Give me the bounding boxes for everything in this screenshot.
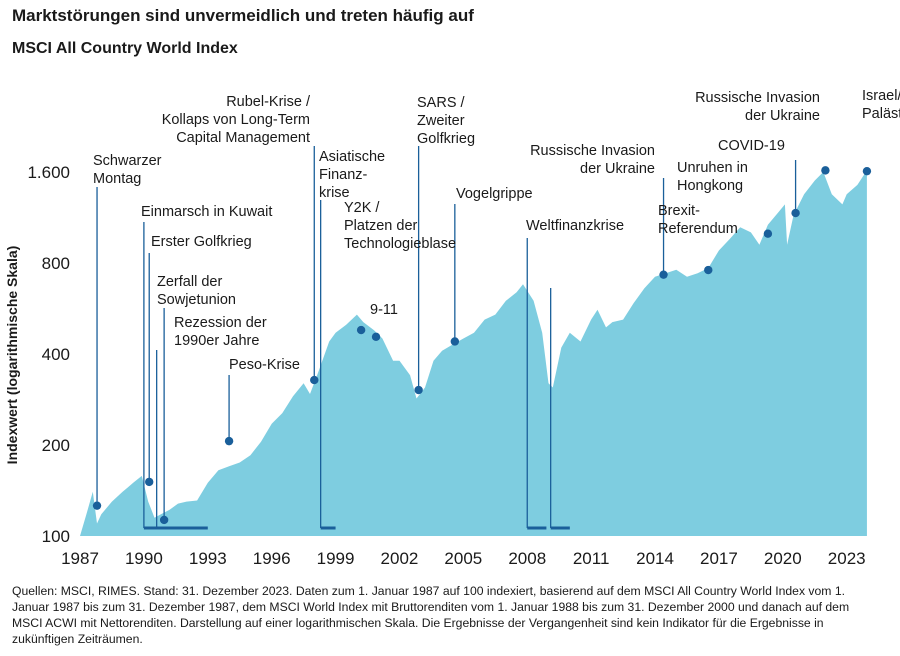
event-label: SARS / Zweiter Golfkrieg <box>417 95 475 147</box>
x-tick-label: 2014 <box>636 549 674 568</box>
event-marker-dot <box>450 337 460 346</box>
event-marker-dot <box>371 332 381 341</box>
event-marker-dot <box>159 515 169 525</box>
event-marker-dot <box>862 166 872 176</box>
index-area <box>80 170 867 536</box>
x-tick-label: 1987 <box>61 549 99 568</box>
event-label: Rezession der 1990er Jahre <box>174 315 267 349</box>
x-tick-label: 2023 <box>828 549 866 568</box>
event-marker-dot <box>659 270 668 279</box>
event-label: Y2K / Platzen der Technologieblase <box>344 200 456 252</box>
y-tick-label: 200 <box>42 436 70 455</box>
event-marker-dot <box>791 208 800 218</box>
x-tick-label: 2008 <box>508 549 546 568</box>
x-tick-label: 1996 <box>253 549 291 568</box>
x-tick-label: 2005 <box>444 549 482 568</box>
event-label: Asiatische Finanz-krise <box>319 149 385 201</box>
event-label: Schwarzer Montag <box>93 153 162 187</box>
y-tick-label: 1.600 <box>27 163 70 182</box>
event-label: Weltfinanzkrise <box>526 218 624 234</box>
x-tick-label: 2020 <box>764 549 802 568</box>
event-marker-dot <box>92 501 102 510</box>
x-tick-label: 1999 <box>317 549 355 568</box>
event-marker-dot <box>704 265 713 275</box>
event-marker-dot <box>763 229 773 238</box>
y-tick-label: 800 <box>42 254 70 273</box>
y-axis-label: Indexwert (logarithmische Skala) <box>4 246 20 465</box>
event-label: Russische Invasion der Ukraine <box>530 143 655 177</box>
event-marker-dot <box>414 385 423 395</box>
chart-subtitle: MSCI All Country World Index <box>12 40 238 57</box>
chart-title: Marktstörungen sind unvermeidlich und tr… <box>12 6 474 25</box>
event-label: Zerfall der Sowjetunion <box>157 274 236 308</box>
event-label: COVID-19 <box>718 138 785 154</box>
event-marker-dot <box>224 436 234 446</box>
event-label: Unruhen in Hongkong <box>677 160 748 194</box>
event-marker-dot <box>821 166 830 175</box>
event-marker-dot <box>310 375 319 385</box>
y-tick-label: 400 <box>42 345 70 364</box>
x-tick-label: 2017 <box>700 549 738 568</box>
source-footnote: Quellen: MSCI, RIMES. Stand: 31. Dezembe… <box>12 584 850 646</box>
x-tick-label: 2002 <box>381 549 419 568</box>
event-label: Rubel-Krise / Kollaps von Long-Term Capita… <box>162 94 311 146</box>
event-label: Vogelgrippe <box>456 186 533 202</box>
event-marker-dot <box>145 477 154 487</box>
event-label: Einmarsch in Kuwait <box>141 204 272 220</box>
event-label: 9-11 <box>370 302 398 318</box>
event-label: Russische Invasion der Ukraine <box>695 90 820 124</box>
x-tick-label: 1993 <box>189 549 227 568</box>
x-tick-label: 1990 <box>125 549 163 568</box>
event-label: Brexit-Referendum <box>658 203 738 237</box>
x-tick-label: 2011 <box>573 549 610 568</box>
chart-svg: Schwarzer Montag Einmarsch in Kuwait Erster… <box>4 88 900 568</box>
y-tick-label: 100 <box>42 527 70 546</box>
event-label: Peso-Krise <box>229 357 300 373</box>
event-marker-dot <box>356 325 366 335</box>
event-label: Israel/Palästina <box>862 88 900 122</box>
event-label: Erster Golfkrieg <box>151 234 252 250</box>
